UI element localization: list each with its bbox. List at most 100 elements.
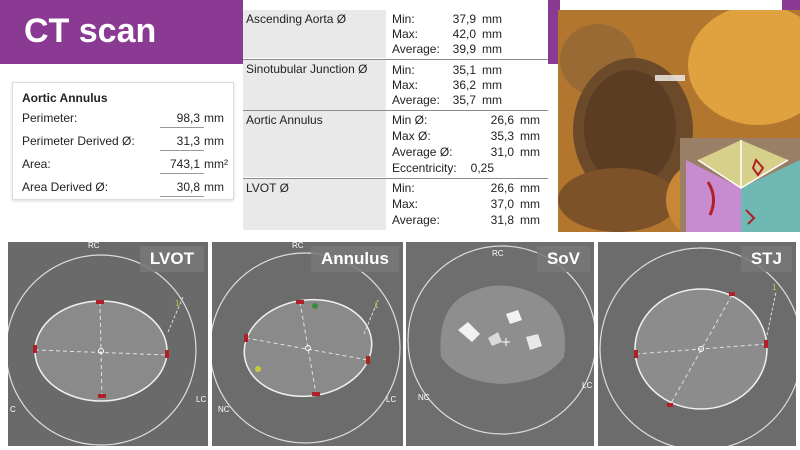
tag-number: 1 [175,299,180,308]
group-label-band [243,10,386,58]
measure-value: 26,6 [490,113,514,127]
ct-panel-sov: RC LC NC SoV [406,242,594,446]
measurement-group: LVOT Ø Min: 26,6 mm Max: 37,0 mm Average: 31,… [243,179,548,230]
tag-nc: NC [218,405,230,414]
row-value: 31,3 [176,134,200,148]
measure-key: Min: [392,63,415,77]
measurement-line: Average: 39,9 mm [392,42,542,58]
card-title: Aortic Annulus [22,91,108,105]
measurement-line: Min: 37,9 mm [392,12,542,28]
measurement-line: Max: 42,0 mm [392,27,542,43]
tag-rc: RC [88,242,100,250]
tag-number: 1 [374,301,379,310]
panel-label: STJ [740,246,792,272]
measure-key: Average: [392,93,440,107]
measurement-group: Aortic Annulus Min Ø: 26,6 mm Max Ø: 35,3 mm… [243,111,548,179]
tag-lc: LC [386,395,396,404]
measure-value: 26,6 [490,181,514,195]
measure-unit: mm [520,113,540,127]
measurement-line: Max: 37,0 mm [392,197,542,213]
group-divider [243,59,548,60]
ct-image: RC LC NC [406,242,594,446]
measure-unit: mm [520,181,540,195]
aortic-annulus-card: Aortic Annulus Perimeter: 98,3 mm Perime… [12,82,234,200]
measurement-line: Min: 35,1 mm [392,63,542,79]
group-label-band [243,60,386,110]
measurement-line: Average: 31,8 mm [392,213,542,229]
measurement-line: Min Ø: 26,6 mm [392,113,542,129]
measure-unit: mm [520,197,540,211]
measurement-line: Min: 26,6 mm [392,181,542,197]
measure-unit: mm [482,12,502,26]
tag-nc: NC [418,393,430,402]
color-ct-svg [558,10,800,232]
group-name: Sinotubular Junction Ø [246,62,368,76]
value-underline [160,127,204,128]
ct-panel-lvot: RC LC C 1 LVOT [8,242,208,446]
measure-key: Average Ø: [392,145,453,159]
measure-unit: mm [482,93,502,107]
group-label-band [243,179,386,230]
measurement-line: Average: 35,7 mm [392,93,542,109]
ct-image: RC LC NC 1 [212,242,403,446]
page-title: CT scan [24,12,157,50]
panel-label: SoV [536,246,590,272]
title-banner-segment [548,0,560,64]
row-unit: mm [204,134,224,148]
measure-value: 37,0 [490,197,514,211]
card-row: Area Derived Ø: 30,8 mm [22,180,228,198]
measure-value: 35,3 [490,129,514,143]
tag-number: 1 [772,283,777,292]
group-divider [243,178,548,179]
group-name: Ascending Aorta Ø [246,12,347,26]
measure-value: 31,8 [490,213,514,227]
value-underline [160,173,204,174]
measure-value: 35,7 [452,93,476,107]
row-label: Area Derived Ø: [22,180,109,194]
tag-rc: RC [292,242,304,250]
measure-unit: mm [520,145,540,159]
group-name: Aortic Annulus [246,113,323,127]
measure-key: Average: [392,42,440,56]
row-label: Perimeter Derived Ø: [22,134,135,148]
measurement-table: Ascending Aorta Ø Min: 37,9 mm Max: 42,0 mm … [243,10,548,230]
measure-key: Eccentricity: [392,161,457,175]
row-unit: mm [204,180,224,194]
group-label-band [243,111,386,177]
ct-image: RC LC C 1 [8,242,208,446]
measure-value: 31,0 [490,145,514,159]
measure-unit: mm [482,42,502,56]
measure-unit: mm [482,27,502,41]
measure-value: 35,1 [452,63,476,77]
measure-unit: mm [520,213,540,227]
row-label: Area: [22,157,51,171]
ct-panel-annulus: RC LC NC 1 Annulus [212,242,403,446]
measure-key: Max: [392,27,419,41]
value-underline [160,150,204,151]
measure-value: 42,0 [452,27,476,41]
measure-value: 39,9 [452,42,476,56]
group-name: LVOT Ø [246,181,289,195]
measure-key: Min Ø: [392,113,428,127]
measure-unit: mm [520,129,540,143]
measurement-line: Eccentricity: 0,25 [392,161,542,177]
row-value: 30,8 [176,180,200,194]
measure-key: Min: [392,12,415,26]
measure-key: Max Ø: [392,129,431,143]
measure-unit: mm [482,78,502,92]
measure-value: 0,25 [470,161,494,175]
row-unit: mm² [204,157,228,171]
title-banner: CT scan [0,0,243,64]
measure-key: Min: [392,181,415,195]
card-row: Area: 743,1 mm² [22,157,228,175]
row-unit: mm [204,111,224,125]
row-value: 98,3 [176,111,200,125]
measure-key: Average: [392,213,440,227]
measurement-line: Max: 36,2 mm [392,78,542,94]
measure-key: Max: [392,78,419,92]
ct-image: 1 [598,242,796,446]
tag-lc: LC [582,381,592,390]
group-divider [243,110,548,111]
measure-value: 37,9 [452,12,476,26]
value-underline [160,196,204,197]
